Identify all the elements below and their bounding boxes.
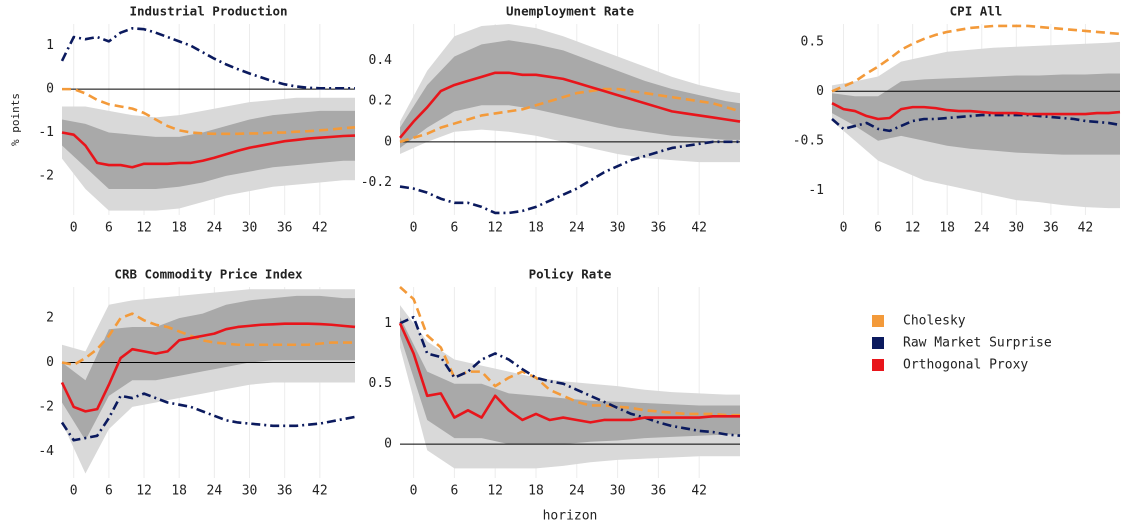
x-tick-label: 42 <box>312 484 328 499</box>
y-tick-label: 0.4 <box>369 53 393 68</box>
x-tick-label: 24 <box>569 484 585 499</box>
x-tick-label: 24 <box>207 221 223 236</box>
x-tick-label: 6 <box>450 221 458 236</box>
x-tick-label: 30 <box>610 484 626 499</box>
legend-label: Raw Market Surprise <box>903 336 1052 351</box>
x-tick-label: 12 <box>136 221 152 236</box>
x-tick-label: 18 <box>171 484 187 499</box>
x-tick-label: 36 <box>1043 221 1059 236</box>
y-tick-label: 1 <box>46 38 54 53</box>
legend-swatch <box>872 359 884 371</box>
x-tick-label: 36 <box>277 484 293 499</box>
x-tick-label: 36 <box>277 221 293 236</box>
x-tick-label: 0 <box>70 484 78 499</box>
x-tick-label: 18 <box>528 221 544 236</box>
panel-title: Industrial Production <box>129 4 287 19</box>
y-tick-label: 0.5 <box>369 376 392 391</box>
x-tick-label: 6 <box>105 484 113 499</box>
x-tick-label: 30 <box>1008 221 1024 236</box>
series-line <box>61 312 355 367</box>
x-axis-label: horizon <box>543 509 598 524</box>
y-tick-label: 0 <box>46 355 54 370</box>
series-line <box>60 322 356 413</box>
series-line <box>399 87 741 144</box>
x-tick-label: 0 <box>840 221 848 236</box>
series-line <box>60 27 355 90</box>
x-tick-label: 42 <box>691 484 707 499</box>
x-tick-label: 24 <box>974 221 990 236</box>
x-tick-label: 12 <box>487 484 503 499</box>
x-tick-label: 30 <box>610 221 626 236</box>
x-tick-label: 6 <box>450 484 458 499</box>
series-line <box>831 113 1121 133</box>
legend-swatch <box>872 337 884 349</box>
y-tick-label: 0.5 <box>801 34 824 49</box>
x-tick-label: 12 <box>905 221 921 236</box>
series-line <box>399 71 741 139</box>
y-tick-label: 0 <box>384 134 392 149</box>
x-tick-label: 42 <box>691 221 707 236</box>
legend-label: Orthogonal Proxy <box>903 358 1028 373</box>
series-line <box>398 322 740 424</box>
y-tick-label: -1 <box>38 125 54 140</box>
x-tick-label: 18 <box>171 221 187 236</box>
y-tick-label: -2 <box>38 399 54 414</box>
x-tick-label: 12 <box>487 221 503 236</box>
x-tick-label: 0 <box>70 221 78 236</box>
panel-title: CRB Commodity Price Index <box>114 267 303 282</box>
series-line <box>831 24 1121 93</box>
series-line <box>399 315 741 437</box>
y-tick-label: 0.2 <box>369 94 392 109</box>
y-tick-label: -4 <box>38 444 54 459</box>
series-line <box>60 392 356 442</box>
panel-title: Policy Rate <box>529 267 612 282</box>
y-tick-label: 2 <box>46 311 54 326</box>
x-tick-label: 36 <box>651 221 667 236</box>
confidence-band <box>832 73 1120 155</box>
series-line <box>399 286 740 417</box>
x-tick-label: 24 <box>207 484 223 499</box>
x-tick-label: 30 <box>242 221 258 236</box>
series-line <box>62 87 356 136</box>
x-tick-label: 36 <box>651 484 667 499</box>
panel-title: CPI All <box>950 4 1003 19</box>
x-tick-label: 6 <box>105 221 113 236</box>
panel-title: Unemployment Rate <box>506 4 634 19</box>
x-tick-label: 42 <box>312 221 328 236</box>
y-tick-label: -0.5 <box>793 133 824 148</box>
x-tick-label: 18 <box>528 484 544 499</box>
y-tick-label: -0.2 <box>361 175 392 190</box>
x-tick-label: 18 <box>939 221 955 236</box>
y-tick-label: 1 <box>384 316 392 331</box>
x-tick-label: 42 <box>1078 221 1094 236</box>
x-tick-label: 24 <box>569 221 585 236</box>
y-tick-label: 0 <box>384 437 392 452</box>
y-tick-label: 0 <box>46 82 54 97</box>
x-tick-label: 0 <box>410 484 418 499</box>
y-tick-label: 0 <box>816 84 824 99</box>
confidence-band <box>62 110 355 189</box>
x-tick-label: 6 <box>874 221 882 236</box>
series-line <box>399 140 740 215</box>
confidence-band <box>62 295 355 441</box>
x-tick-label: 30 <box>242 484 258 499</box>
y-tick-label: -2 <box>38 168 54 183</box>
y-tick-label: -1 <box>808 183 824 198</box>
legend-swatch <box>872 315 884 327</box>
x-tick-label: 12 <box>136 484 152 499</box>
x-tick-label: 0 <box>410 221 418 236</box>
series-line <box>61 131 356 169</box>
series-line <box>831 102 1121 121</box>
legend-label: Cholesky <box>903 314 966 329</box>
y-axis-label: % points <box>9 93 22 146</box>
confidence-band <box>400 40 740 148</box>
